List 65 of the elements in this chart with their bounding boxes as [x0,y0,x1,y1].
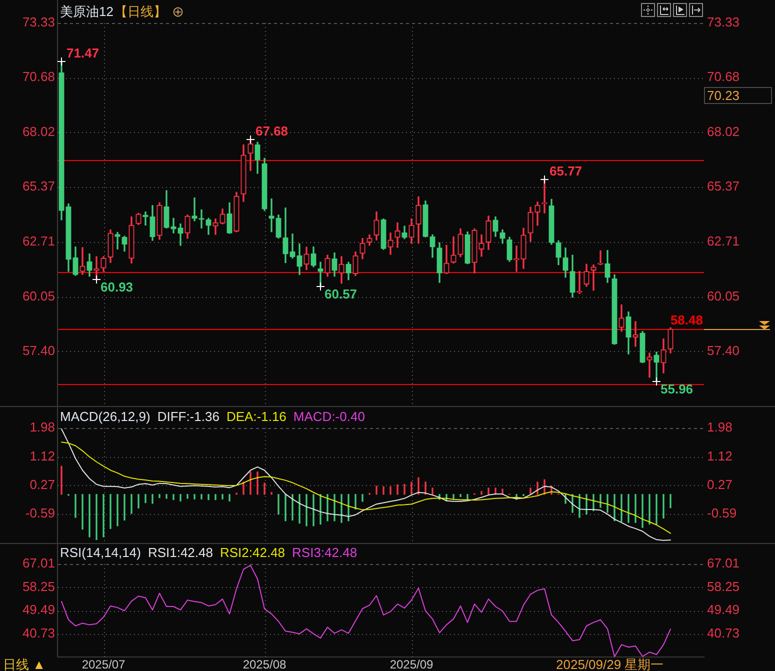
y-tick-label: 40.73 [22,625,55,640]
text: 60.57 [324,286,358,302]
y2-tick-label: 1.98 [707,420,732,435]
y-tick-label: 58.25 [22,578,55,594]
y-tick-label: 62.71 [22,233,55,248]
y-tick-label: 65.37 [22,178,55,194]
y2-tick-label: 67.01 [707,556,740,571]
text: 71.47 [66,46,100,61]
y-tick-label: 67.01 [22,556,55,571]
chart-subtitle: 【日线】 [114,4,166,19]
y2-tick-label: 73.33 [707,14,740,30]
y-tick-label: 68.02 [22,124,55,140]
y2-tick-label: 70.68 [707,69,740,84]
y2-tick-label: 57.40 [707,342,740,358]
text: DEA:-1.16 [226,409,286,424]
ref-line-label: 58.48 [670,312,703,328]
y2-tick-label: 68.02 [707,124,740,140]
text: 67.68 [256,124,288,139]
y2-tick-label: 40.73 [707,625,740,640]
candlestick [142,211,148,226]
candlestick [268,198,274,232]
y2-tick-label: -0.59 [707,506,737,521]
y2-tick-label: 1.12 [707,448,732,464]
y2-tick-label: 65.37 [707,178,740,194]
chart-title: MACD(26,12,9) [60,409,150,424]
text: MACD:-0.40 [293,409,365,424]
candlestick [646,352,652,378]
y2-tick-label: 0.27 [707,476,732,492]
y-tick-label: 1.98 [30,420,55,435]
text: 65.77 [550,164,582,179]
chart-title: RSI(14,14,14) [60,545,141,560]
y2-tick-label: 62.71 [707,233,740,248]
x-tick-label: 2025/08 [242,658,287,671]
candlestick [170,218,176,234]
annotation: 2025/09/29 星期一 [556,657,664,671]
candlestick [80,247,86,275]
text: 70.23 [704,87,772,104]
candlestick [632,321,638,347]
text: 55.96 [660,382,694,397]
y-tick-label: 57.40 [22,342,55,358]
y2-tick-label: 60.05 [707,288,740,304]
candlestick [192,197,198,222]
candlestick [114,232,120,250]
y-tick-label: 60.05 [22,288,55,304]
text: RSI3:42.48 [292,545,358,560]
y2-tick-label: 58.25 [707,578,740,594]
chart-title: 美原油12 [60,4,114,19]
y-tick-label: 73.33 [22,14,55,30]
candlestick [590,264,596,291]
y2-tick-label: 49.49 [707,602,740,618]
candlestick [198,209,204,228]
y-tick-label: 0.27 [30,476,55,492]
text: 日线 ▲ [3,657,46,671]
text: 60.93 [100,280,134,295]
candlestick [212,218,218,235]
y-tick-label: -0.59 [25,506,55,521]
candlestick [290,234,296,259]
y-tick-label: 1.12 [30,448,55,464]
x-tick-label: 2025/09 [390,658,434,671]
legend-label: RSI2:42.48 [220,545,286,560]
y-tick-label: 49.49 [22,602,55,618]
text: DIFF:-1.36 [157,409,220,424]
y-tick-label: 70.68 [22,69,55,84]
x-tick-label: 2025/07 [82,658,126,671]
legend-label: RSI1:42.48 [148,545,213,560]
